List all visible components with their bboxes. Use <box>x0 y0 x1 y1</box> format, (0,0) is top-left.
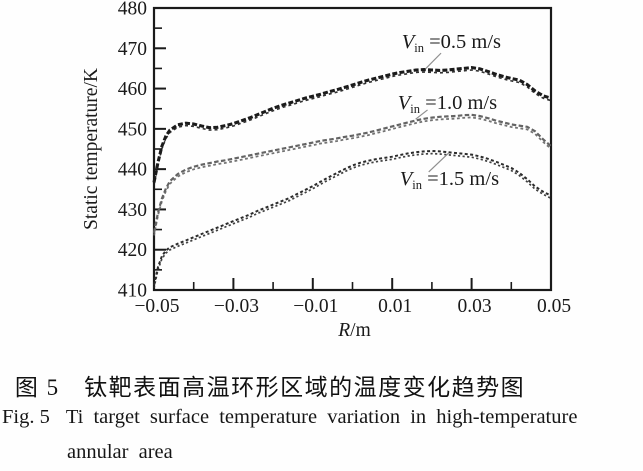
x-axis-tick-label: 0.05 <box>537 296 571 317</box>
caption-english-line2: annular area <box>67 441 173 463</box>
chart-area: 410 420 430 440 450 460 470 480 −0.05 −0.03 −0.01 0… <box>81 0 571 341</box>
y-axis-tick-label: 450 <box>118 119 147 140</box>
y-axis-tick-label: 440 <box>118 160 147 181</box>
annotation-label-2: Vin =1.5 m/s <box>400 168 499 192</box>
annotation-leader-1 <box>415 109 428 120</box>
caption-english-line1: Fig. 5 Ti target surface temperature var… <box>2 406 642 429</box>
x-axis-title: R/m <box>337 320 371 341</box>
annotation-leader-0 <box>425 52 442 70</box>
annotation-label-1: Vin =1.0 m/s <box>398 92 497 116</box>
x-axis-tick-label: −0.05 <box>134 296 179 317</box>
x-axis-tick-label: −0.03 <box>214 296 259 317</box>
y-axis-tick-label: 460 <box>118 79 147 100</box>
plot-frame <box>152 6 553 292</box>
series-curve-echo-2 <box>153 152 552 288</box>
annotation-label-0: Vin =0.5 m/s <box>402 31 501 55</box>
y-axis-tick-label: 470 <box>118 39 147 60</box>
series-curve-1 <box>152 113 552 234</box>
series-curve-2 <box>153 149 552 286</box>
series-curve-echo-0 <box>153 69 552 185</box>
x-axis-tick-label: −0.01 <box>293 296 338 317</box>
caption-english-figure-label: Fig. 5 <box>2 406 50 428</box>
annotation-leader-2 <box>428 152 449 173</box>
caption-english-text: Ti target surface temperature variation … <box>65 406 578 428</box>
y-axis-tick-label: 430 <box>118 200 147 221</box>
y-axis-tick-label: 480 <box>118 0 147 20</box>
x-axis-tick-label: 0.03 <box>458 296 492 317</box>
caption-chinese: 图 5 钛靶表面高温环形区域的温度变化趋势图 <box>14 375 526 400</box>
temperature-chart: 410 420 430 440 450 460 470 480 −0.05 −0.03 −0.01 0… <box>81 0 571 341</box>
series-curve-0 <box>152 66 552 183</box>
y-axis-title: Static temperature/K <box>81 68 102 230</box>
y-axis-tick-label: 420 <box>118 240 147 261</box>
x-axis-tick-label: 0.01 <box>378 296 412 317</box>
y-axis-tick-label: 410 <box>118 281 147 302</box>
